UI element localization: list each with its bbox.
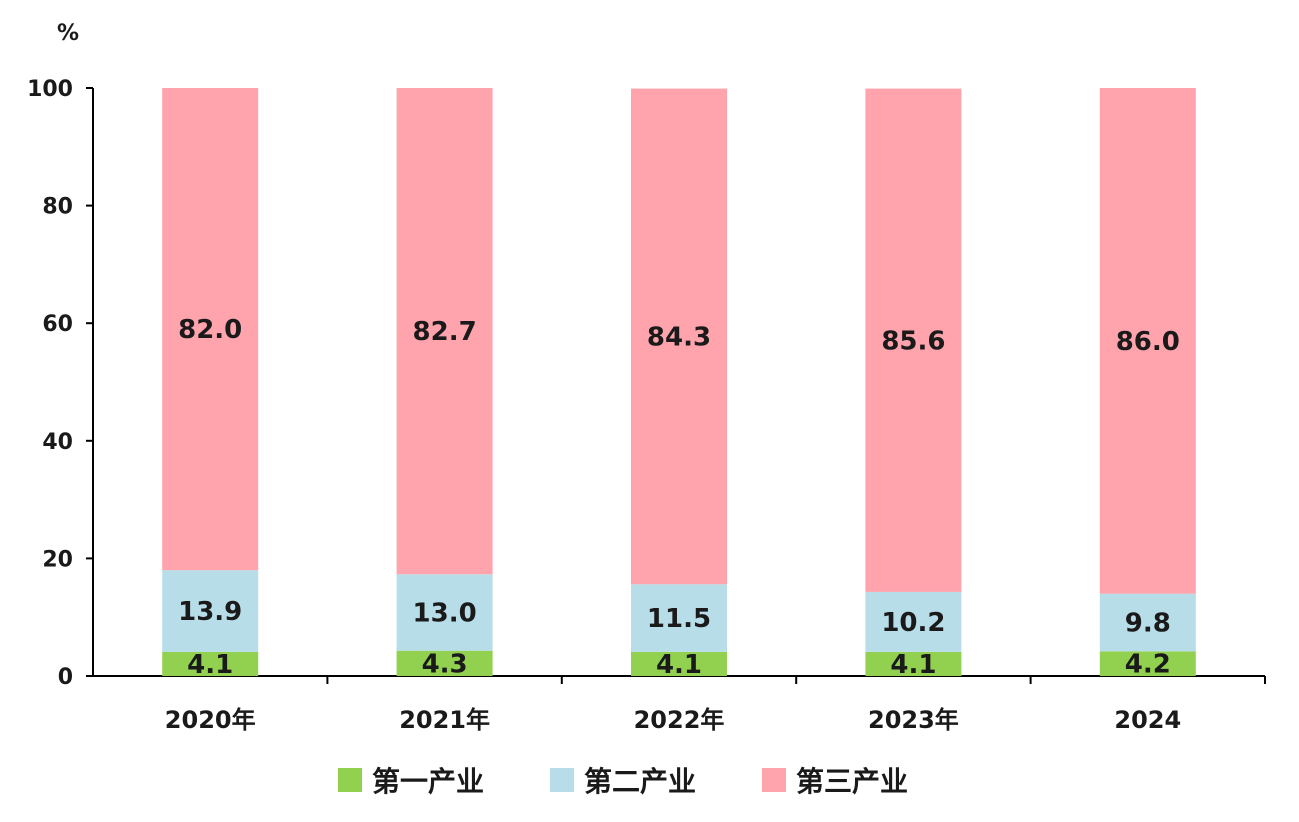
- y-tick-label: 40: [42, 430, 73, 455]
- bar-segment: [631, 88, 727, 585]
- bar-segment: [1099, 593, 1196, 652]
- x-category-label: 2021年: [399, 706, 490, 734]
- axes: 0 20 40 60 80 100 2020年 2021年 2022年 2023年 2024: [27, 77, 1266, 734]
- x-category-label: 2024: [1114, 706, 1181, 734]
- bar-segment: [631, 651, 727, 676]
- data-label: 85.6: [881, 326, 945, 356]
- bar-segment: [396, 88, 493, 575]
- legend-label: 第三产业: [796, 765, 908, 798]
- bar-segment: [396, 574, 493, 651]
- bar-segment: [162, 570, 259, 652]
- y-tick-label: 60: [42, 312, 73, 337]
- legend: 第一产业 第二产业 第三产业: [338, 765, 908, 798]
- data-label: 13.0: [413, 598, 477, 628]
- bar-segment: [162, 651, 259, 676]
- data-labels: 4.1 13.9 82.0 4.3 13.0 82.7 4.1 11.5 84.3 4.1 10.2…: [178, 315, 1180, 680]
- data-label: 4.2: [1125, 650, 1171, 680]
- bar-segment: [631, 584, 727, 652]
- data-label: 11.5: [647, 604, 711, 634]
- data-label: 84.3: [647, 322, 711, 352]
- data-label: 82.0: [178, 315, 242, 345]
- bar-segment: [162, 88, 259, 571]
- bar-segment: [1099, 651, 1196, 676]
- legend-swatch: [762, 768, 786, 792]
- legend-swatch: [550, 768, 574, 792]
- y-tick-label: 20: [42, 547, 73, 572]
- legend-label: 第一产业: [372, 765, 484, 798]
- bars: [162, 88, 1196, 676]
- y-tick-label: 100: [27, 77, 73, 102]
- y-unit-label: %: [57, 21, 79, 46]
- data-label: 4.1: [187, 650, 233, 680]
- data-label: 82.7: [413, 317, 477, 347]
- bar-segment: [396, 650, 493, 676]
- x-category-label: 2022年: [634, 706, 725, 734]
- bar-segment: [865, 591, 962, 652]
- y-tick-label: 0: [58, 665, 73, 690]
- data-label: 86.0: [1116, 327, 1180, 357]
- bar-segment: [865, 651, 962, 676]
- data-label: 4.1: [656, 650, 702, 680]
- data-label: 4.3: [422, 649, 468, 679]
- bar-segment: [1099, 88, 1196, 594]
- data-label: 10.2: [881, 608, 945, 638]
- x-category-label: 2023年: [868, 706, 959, 734]
- legend-label: 第二产业: [584, 765, 696, 798]
- bar-segment: [865, 88, 962, 592]
- data-label: 4.1: [890, 650, 936, 680]
- data-label: 13.9: [178, 597, 242, 627]
- x-category-label: 2020年: [165, 706, 256, 734]
- legend-swatch: [338, 768, 362, 792]
- data-label: 9.8: [1125, 608, 1171, 638]
- y-tick-label: 80: [42, 195, 73, 220]
